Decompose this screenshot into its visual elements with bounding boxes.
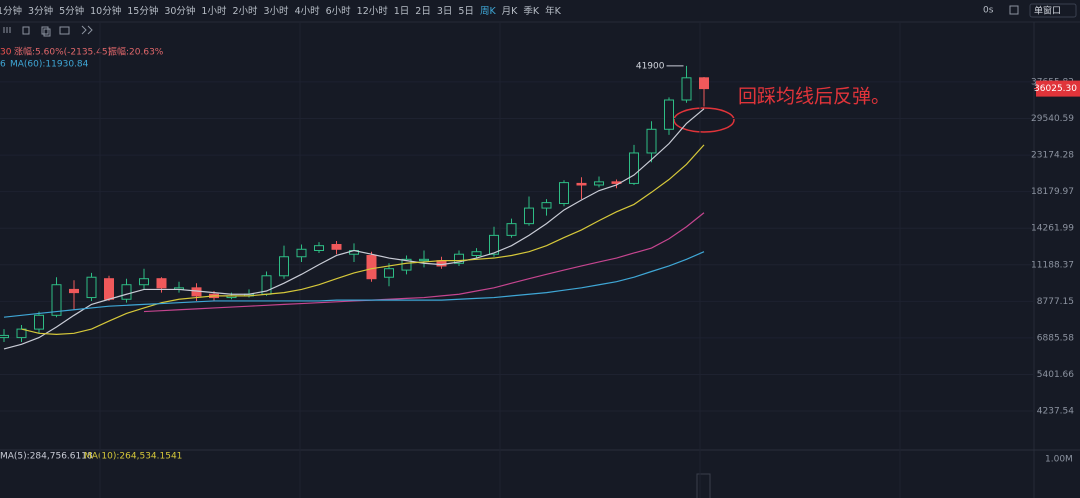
candle-body bbox=[506, 223, 517, 236]
y-tick-label: 8777.15 bbox=[1037, 297, 1074, 307]
interval-button[interactable]: 12小时 bbox=[356, 6, 388, 17]
interval-button[interactable]: 6小时 bbox=[325, 6, 351, 17]
indicator: MA(60):11930.84 bbox=[10, 60, 89, 70]
interval-button[interactable]: 10分钟 bbox=[90, 6, 122, 17]
interval-button[interactable]: 15分钟 bbox=[127, 6, 159, 17]
volume-indicator: MA(10):264,534.1541 bbox=[84, 452, 182, 462]
volume-tick-label: 1.00M bbox=[1045, 455, 1073, 465]
icon-copy[interactable] bbox=[41, 26, 49, 35]
highlight-circle bbox=[673, 107, 735, 133]
icon-draw[interactable] bbox=[22, 26, 30, 35]
y-tick-label: 14261.99 bbox=[1031, 224, 1074, 234]
ma-line bbox=[3, 108, 705, 350]
ma-line bbox=[143, 212, 705, 313]
interval-button[interactable]: 周K bbox=[479, 6, 496, 17]
candle-body bbox=[69, 288, 79, 294]
candle-body bbox=[629, 152, 639, 184]
candle-body bbox=[139, 278, 149, 286]
icon-indicators[interactable] bbox=[3, 27, 11, 33]
candle-body bbox=[51, 284, 62, 316]
candle-body bbox=[559, 182, 569, 205]
indicator: 涨幅:5.60%(-2135.45) bbox=[14, 46, 111, 58]
volume-indicator: MA(5):284,756.6118 bbox=[0, 452, 93, 462]
candle-body bbox=[524, 207, 534, 225]
candle-body bbox=[279, 256, 289, 277]
interval-button[interactable]: 3小时 bbox=[263, 6, 289, 17]
timer: 0s bbox=[983, 6, 994, 16]
y-tick-label: 11188.37 bbox=[1031, 260, 1074, 270]
candle-body bbox=[681, 77, 692, 101]
interval-button[interactable]: 3日 bbox=[436, 6, 453, 17]
window-select[interactable] bbox=[1029, 3, 1077, 18]
candle-body bbox=[314, 245, 324, 251]
interval-button[interactable]: 2日 bbox=[415, 6, 431, 17]
interval-button[interactable]: 月K bbox=[501, 6, 518, 17]
interval-button[interactable]: 30分钟 bbox=[164, 6, 196, 17]
high-marker-label: 41900 bbox=[636, 61, 665, 71]
annotation: 回踩均线后反弹。 bbox=[738, 86, 890, 108]
interval-button[interactable]: 季K bbox=[523, 6, 540, 17]
icon-snapshot[interactable] bbox=[59, 26, 70, 35]
tool-icons bbox=[3, 3, 1077, 37]
interval-button[interactable]: 5日 bbox=[458, 6, 474, 17]
y-tick-label: 5401.66 bbox=[1037, 370, 1074, 380]
interval-button[interactable]: 年K bbox=[545, 6, 561, 17]
grid bbox=[0, 22, 1034, 498]
icon-screenshot[interactable] bbox=[1009, 5, 1019, 15]
y-tick-label: 29540.59 bbox=[1031, 114, 1074, 124]
ma-line bbox=[3, 251, 705, 318]
candle-body bbox=[471, 251, 482, 256]
y-tick-label: 6885.58 bbox=[1037, 333, 1074, 343]
candle-body bbox=[489, 234, 499, 255]
candle-body bbox=[296, 248, 307, 258]
candle-body bbox=[454, 253, 464, 264]
interval-button[interactable]: 1分钟 bbox=[0, 6, 23, 17]
interval-button[interactable]: 1小时 bbox=[201, 6, 227, 17]
y-tick-label: 18179.97 bbox=[1031, 187, 1074, 197]
icon-settings[interactable] bbox=[81, 25, 93, 35]
candle-body bbox=[331, 243, 342, 250]
candle-body bbox=[121, 284, 132, 300]
candle-body bbox=[401, 258, 412, 271]
candle-body bbox=[594, 181, 604, 186]
interval-button[interactable]: 5分钟 bbox=[59, 6, 85, 17]
indicator: 30 bbox=[0, 48, 12, 58]
candle-body bbox=[0, 334, 9, 339]
candle-body bbox=[366, 254, 377, 280]
candle-body bbox=[646, 128, 657, 154]
interval-button[interactable]: 3分钟 bbox=[28, 6, 54, 17]
candle-body bbox=[34, 314, 44, 330]
interval-button[interactable]: 2小时 bbox=[232, 6, 258, 17]
candle-body bbox=[156, 278, 167, 289]
indicator: 6 bbox=[0, 60, 6, 70]
indicator: 振幅:20.63% bbox=[108, 46, 164, 58]
candle-body bbox=[664, 99, 674, 130]
ma-line bbox=[21, 144, 705, 335]
candle-body bbox=[419, 258, 429, 262]
window-mode[interactable]: 单窗口 bbox=[1034, 5, 1061, 17]
price-label: 36025.30 bbox=[1034, 84, 1077, 94]
interval-bar: 1分钟 3分钟 5分钟 10分钟 15分钟 30分钟 1小时 2小时 3小时 4小时 6小时 12小时… bbox=[0, 3, 561, 19]
y-tick-label: 23174.28 bbox=[1031, 151, 1074, 161]
candle-body bbox=[576, 182, 587, 186]
y-tick-label: 4237.54 bbox=[1037, 407, 1074, 417]
volume-bar bbox=[696, 473, 711, 498]
candle-body bbox=[699, 77, 709, 90]
interval-button[interactable]: 4小时 bbox=[294, 6, 320, 17]
candle-body bbox=[104, 278, 114, 300]
candle-body bbox=[86, 276, 97, 299]
candle-body bbox=[384, 268, 394, 278]
candle-body bbox=[541, 202, 552, 209]
interval-button[interactable]: 1日 bbox=[393, 6, 410, 17]
price-box bbox=[1036, 80, 1080, 97]
